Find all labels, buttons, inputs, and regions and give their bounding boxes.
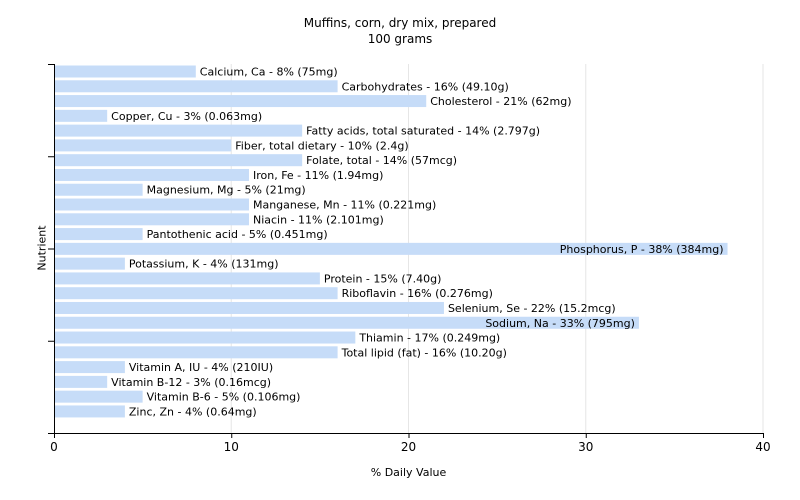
bar-label: Magnesium, Mg - 5% (21mg) [147,184,306,197]
bar [55,301,444,314]
bar-label: Folate, total - 14% (57mcg) [306,154,457,167]
bar-label: Vitamin B-12 - 3% (0.16mcg) [111,376,271,389]
bar [55,213,249,226]
chart-title: Muffins, corn, dry mix, prepared [303,16,497,30]
bar-label: Copper, Cu - 3% (0.063mg) [111,110,262,123]
bar-label: Cholesterol - 21% (62mg) [430,95,571,108]
bar [55,198,249,211]
bar [55,168,249,181]
bar-label: Riboflavin - 16% (0.276mg) [342,287,493,300]
bar-label: Vitamin B-6 - 5% (0.106mg) [147,391,301,404]
bars: Calcium, Ca - 8% (75mg) Carbohydrates - 1… [55,65,728,418]
bar [55,154,303,167]
x-tick-label: 30 [578,440,593,454]
x-tick-label: 40 [755,440,770,454]
bar-label: Vitamin A, IU - 4% (210IU) [129,361,273,374]
bar-label: Total lipid (fat) - 16% (10.20g) [341,346,507,359]
bar-label: Calcium, Ca - 8% (75mg) [200,66,338,79]
y-axis-label: Nutrient [35,225,49,271]
bar-label: Fatty acids, total saturated - 14% (2.79… [306,125,540,138]
bar [55,139,232,152]
axes: 0 10 20 30 40 [48,64,771,454]
x-tick-label: 10 [224,440,239,454]
bar-label: Carbohydrates - 16% (49.10g) [342,80,509,93]
bar-label: Iron, Fe - 11% (1.94mg) [253,169,383,182]
bar-label: Protein - 15% (7.40g) [324,272,442,285]
chart-title-block: Muffins, corn, dry mix, prepared 100 gra… [0,15,800,47]
bar-label: Niacin - 11% (2.101mg) [253,213,384,226]
bar [55,375,108,388]
bar [55,405,125,418]
bar [55,109,108,122]
bar [55,65,196,78]
bar [55,80,338,93]
x-tick-label: 20 [401,440,416,454]
bar-label: Phosphorus, P - 38% (384mg) [560,243,724,256]
bar [55,287,338,300]
bar-label: Selenium, Se - 22% (15.2mcg) [448,302,616,315]
bar-label: Potassium, K - 4% (131mg) [129,258,279,271]
bar [55,242,728,255]
bar [55,316,639,329]
bar [55,361,125,374]
bar-label: Sodium, Na - 33% (795mg) [485,317,635,330]
bar [55,228,143,241]
bar [55,124,303,137]
chart-subtitle: 100 grams [367,32,433,46]
bar [55,183,143,196]
x-axis-label: % Daily Value [370,466,447,479]
x-tick-label: 0 [50,440,58,454]
bar [55,331,356,344]
bar [55,390,143,403]
bar-label: Thiamin - 17% (0.249mg) [358,332,500,345]
bar [55,272,320,285]
bar [55,257,125,270]
bar [55,346,338,359]
bar-label: Manganese, Mn - 11% (0.221mg) [253,199,436,212]
bar [55,95,427,108]
bar-label: Fiber, total dietary - 10% (2.4g) [235,139,408,152]
bar-label: Zinc, Zn - 4% (0.64mg) [129,405,257,418]
bar-label: Pantothenic acid - 5% (0.451mg) [147,228,328,241]
